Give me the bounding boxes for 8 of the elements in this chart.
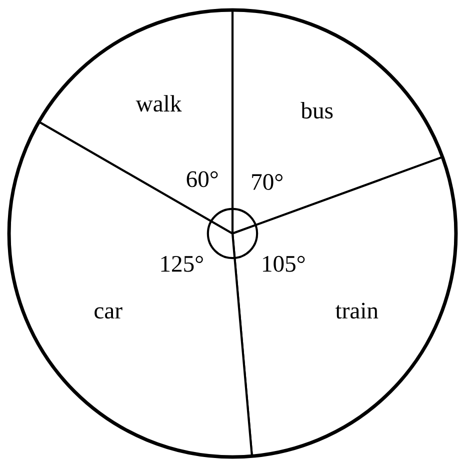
slice-label: walk bbox=[136, 95, 182, 112]
slice-label: train bbox=[335, 302, 378, 319]
data-label: 60° bbox=[186, 171, 218, 188]
data-label: 105° bbox=[263, 256, 305, 272]
data-label: 70° bbox=[252, 174, 282, 190]
slice-label: bus bbox=[300, 102, 333, 119]
data-label: 125° bbox=[161, 256, 203, 272]
slice-label: car bbox=[94, 307, 122, 319]
